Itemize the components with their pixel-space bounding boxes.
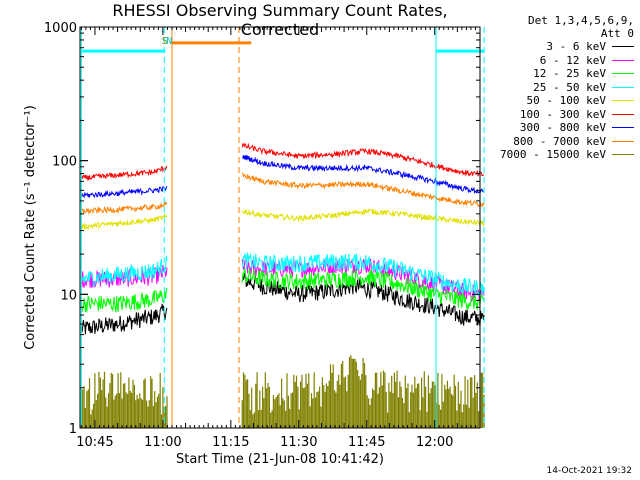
x-tick-label-1130: 11:30 [280,435,317,450]
legend-entry: 6 - 12 keV [484,54,634,68]
legend: Det 1,3,4,5,6,9, Att 0 3 - 6 keV 6 - 12 k… [484,14,634,162]
legend-swatch [612,100,634,102]
legend-entry: 12 - 25 keV [484,67,634,81]
legend-entry: 25 - 50 keV [484,81,634,95]
series-line-8-seg-1 [241,355,485,428]
series-line-3-seg-0 [80,255,168,288]
legend-swatch [612,59,634,61]
legend-swatch [612,46,634,48]
legend-swatch [612,86,634,88]
x-tick-label-1145: 11:45 [348,435,385,450]
series-line-2-seg-1 [241,267,485,311]
legend-entry: 3 - 6 keV [484,40,634,54]
series-line-7-seg-0 [81,200,168,215]
legend-label: 300 - 800 keV [519,121,606,135]
legend-entry: 300 - 800 keV [484,121,634,135]
annotation-s: S [162,36,168,47]
legend-label: 25 - 50 keV [533,80,606,94]
series-line-3-seg-1 [241,252,485,297]
y-tick-label-10: 10 [60,288,77,303]
legend-swatch [612,154,634,156]
series-line-5-seg-0 [80,165,168,181]
legend-entry: 7000 - 15000 keV [484,148,634,162]
x-tick-label-1115: 11:15 [212,435,249,450]
x-axis-label: Start Time (21-Jun-08 10:41:42) [176,452,384,467]
series-line-8-seg-0 [80,371,168,428]
legend-header-line-1: Det 1,3,4,5,6,9, [528,14,634,27]
timestamp: 14-Oct-2021 19:32 [546,466,632,476]
chart-title: RHESSI Observing Summary Count Rates, Co… [112,1,448,39]
plot-frame [79,26,481,429]
y-tick-label-1000: 1000 [44,21,77,36]
legend-label: 50 - 100 keV [526,94,606,108]
legend-swatch [612,73,634,75]
legend-swatch [612,140,634,142]
x-tick-label-1045: 10:45 [76,435,113,450]
legend-label: 7000 - 15000 keV [500,148,606,162]
legend-label: 100 - 300 keV [519,107,606,121]
series-line-4-seg-0 [80,213,168,231]
series-line-2-seg-0 [80,287,168,313]
legend-swatch [612,127,634,129]
series-line-4-seg-1 [241,208,485,228]
legend-entry: 100 - 300 keV [484,108,634,122]
x-tick-label-1100: 11:00 [144,435,181,450]
legend-entry: 50 - 100 keV [484,94,634,108]
legend-swatch [612,113,634,115]
y-axis-label: Corrected Count Rate (s⁻¹ detector⁻¹) [23,105,38,350]
y-tick-label-100: 100 [52,155,77,170]
series-line-6-seg-1 [242,154,485,195]
legend-label: 3 - 6 keV [546,40,606,54]
series-line-6-seg-0 [80,185,168,199]
series-line-7-seg-1 [241,172,485,208]
legend-label: 12 - 25 keV [533,67,606,81]
series-line-0-seg-0 [80,304,168,335]
legend-label: 6 - 12 keV [539,53,606,67]
legend-entry: 800 - 7000 keV [484,135,634,149]
annotation-n: N [166,36,172,47]
legend-header-line-2: Att 0 [600,27,634,40]
series-line-5-seg-1 [241,142,485,177]
legend-label: 800 - 7000 keV [513,134,606,148]
legend-entries: 3 - 6 keV 6 - 12 keV 12 - 25 keV 25 - 50 ke… [484,40,634,162]
y-tick-label-1: 1 [69,422,77,437]
series-line-0-seg-1 [241,272,485,328]
x-tick-label-1200: 12:00 [416,435,453,450]
